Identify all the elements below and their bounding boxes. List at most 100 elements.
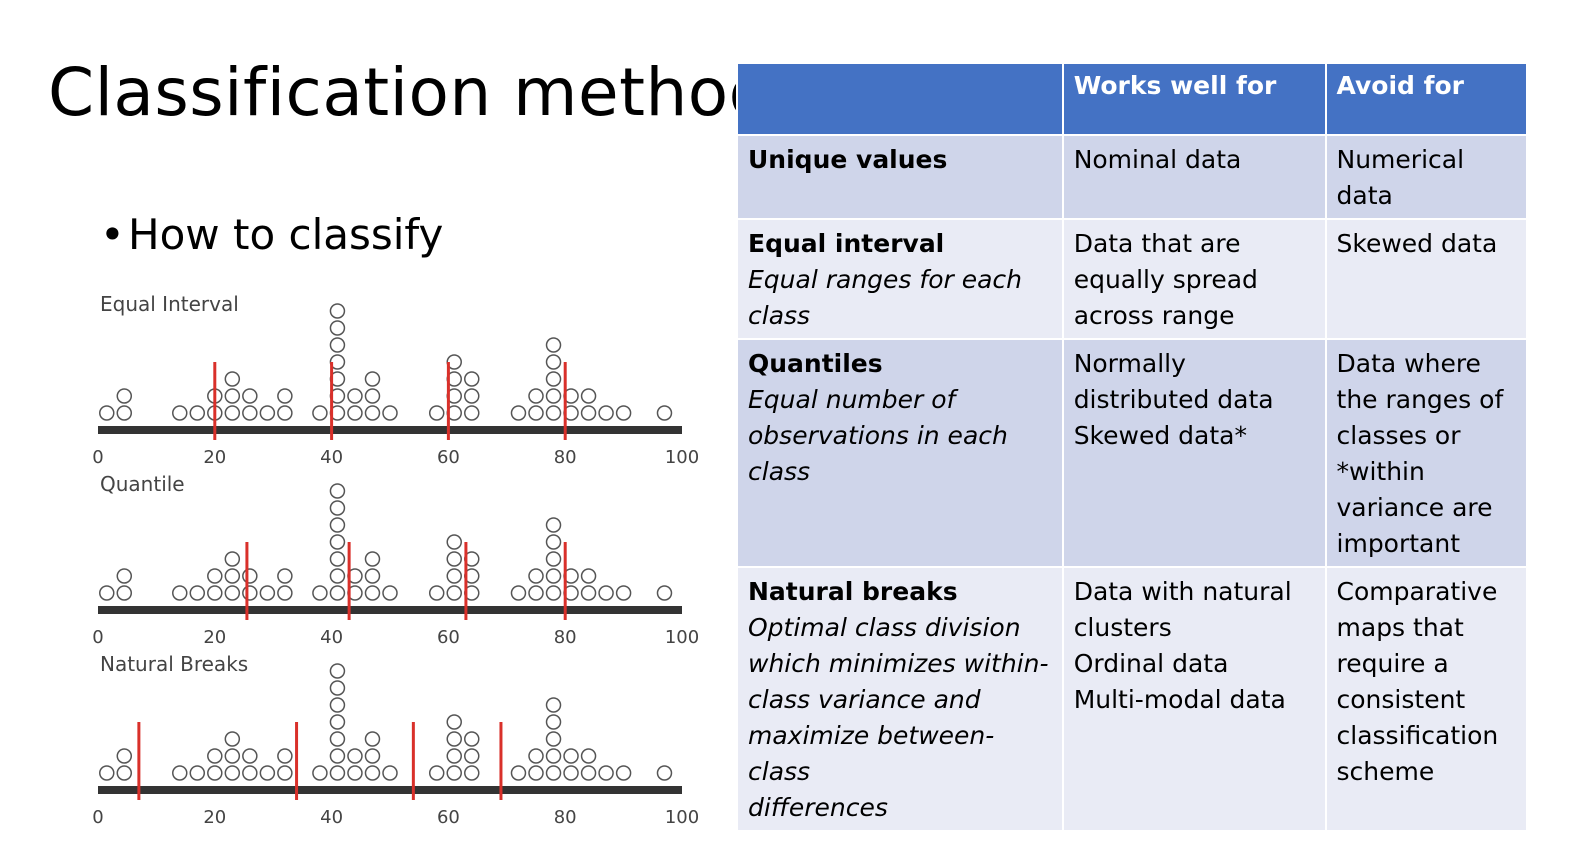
avoid-for-line: variance are [1336,493,1493,522]
avoid-for-line: scheme [1336,757,1435,786]
axis-tick-label: 0 [92,807,104,828]
axis-tick-label: 60 [436,447,460,468]
method-description-line: observations in each [748,421,1008,450]
avoid-for-line: data [1336,181,1393,210]
data-point [329,500,346,516]
data-point [545,568,562,584]
data-point [329,714,346,730]
header-cell-avoid: Avoid for [1324,62,1529,136]
data-point [428,405,445,421]
works-well-line: equally spread [1073,265,1258,294]
data-point [116,568,133,584]
data-point [277,388,293,404]
data-point [259,405,276,421]
works-well-line: Data that are [1073,229,1241,258]
data-point [329,551,346,567]
data-point [446,568,462,584]
dotplot-equal-interval: Equal Interval 0 20 40 60 80 100 [86,292,706,472]
data-point [116,748,133,764]
data-point [428,765,445,781]
data-point [329,568,346,584]
axis-tick-label: 20 [203,447,227,468]
data-point [545,405,562,421]
data-point [382,405,398,421]
table-row: Quantiles Equal number of observations in … [736,338,1529,568]
bullet-item: •How to classify [100,214,443,256]
method-description-line: maximize between-class [748,721,995,786]
data-point [615,405,632,421]
data-point [329,765,346,781]
avoid-for-cell: Comparative maps that require a consistent c… [1324,566,1529,832]
data-point [580,568,597,584]
avoid-for-cell: Skewed data [1324,218,1529,340]
data-point [242,568,258,584]
data-point [224,568,241,584]
data-point [464,388,480,404]
avoid-for-line: the ranges of [1336,385,1504,414]
method-description-line: class [748,457,811,486]
data-point [446,748,462,764]
data-point [312,585,328,601]
axis-tick-label: 60 [436,627,460,648]
data-point [224,731,241,747]
bullet-text: How to classify [128,210,444,259]
data-point [580,765,597,781]
method-name: Quantiles [748,349,883,378]
data-point [99,405,115,421]
bullet-symbol: • [100,210,125,259]
data-point [242,748,258,764]
axis-tick-label: 80 [553,447,577,468]
data-point [207,765,223,781]
avoid-for-line: maps that [1336,613,1464,642]
data-point [598,585,614,601]
data-point [116,585,133,601]
data-point [446,534,462,550]
data-point [329,337,346,353]
data-point [242,405,258,421]
data-point [364,405,381,421]
data-point [545,337,562,353]
data-point [364,765,381,781]
method-description-line: differences [748,793,888,822]
works-well-line: Multi-modal data [1073,685,1286,714]
data-point [329,748,346,764]
data-point [446,585,462,601]
data-point [364,585,381,601]
works-well-line: Ordinal data [1073,649,1229,678]
data-point [446,731,462,747]
method-cell: Quantiles Equal number of observations in … [736,338,1064,568]
data-point [545,585,562,601]
data-point [116,388,133,404]
data-point [99,585,115,601]
data-point [329,483,346,499]
data-point [464,748,480,764]
data-point [545,714,562,730]
data-point [528,748,544,764]
data-point [446,765,462,781]
data-point [364,748,381,764]
data-point [277,405,293,421]
axis-tick-label: 60 [436,807,460,828]
data-point [329,534,346,550]
table-row: Equal interval Equal ranges for each class… [736,218,1529,340]
data-point [510,585,527,601]
avoid-for-cell: Data where the ranges of classes or *within… [1324,338,1529,568]
data-point [656,765,673,781]
works-well-cell: Data with natural clusters Ordinal data Mul… [1061,566,1327,832]
data-point [224,765,241,781]
data-point [364,388,381,404]
data-point [545,534,562,550]
header-cell-works: Works well for [1061,62,1327,136]
data-point [329,697,346,713]
works-well-line: Normally [1073,349,1186,378]
data-point [545,731,562,747]
data-point [312,405,328,421]
method-name: Natural breaks [748,577,958,606]
works-well-line: Nominal data [1073,145,1242,174]
data-point [615,585,632,601]
data-point [510,765,527,781]
data-point [563,748,579,764]
data-point [347,765,363,781]
avoid-for-line: *within [1336,457,1425,486]
header-cell-method [736,62,1064,136]
